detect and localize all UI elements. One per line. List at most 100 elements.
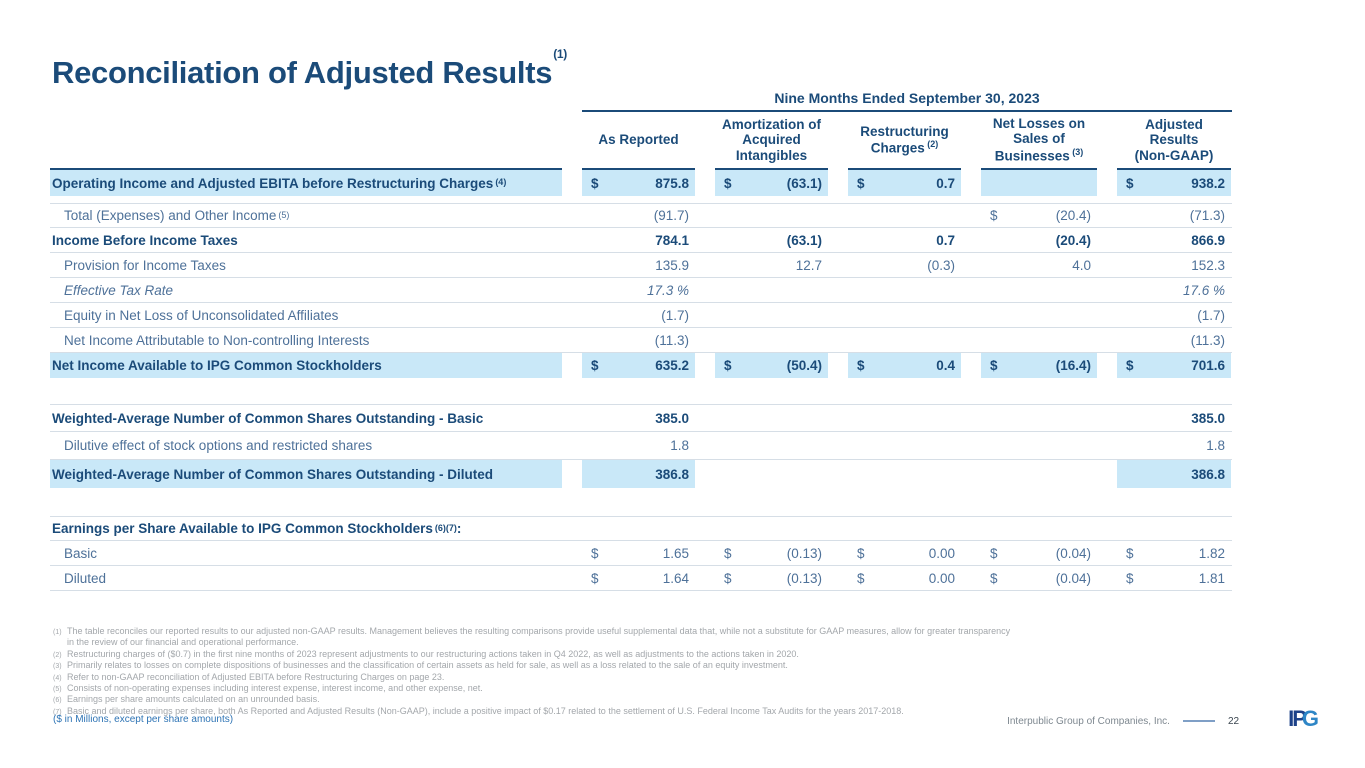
table-row: Weighted-Average Number of Common Shares…	[50, 460, 1232, 488]
value-cell: $0.00	[848, 541, 961, 565]
page-title-text: Reconciliation of Adjusted Results	[52, 55, 553, 90]
value-cell: $ (20.4)	[981, 204, 1097, 227]
footnote-text: Earnings per share amounts calculated on…	[67, 694, 320, 705]
table-row: Earnings per Share Available to IPG Comm…	[50, 516, 1232, 541]
value-cell: $ (63.1)	[715, 168, 828, 196]
row-label: Effective Tax Rate	[64, 282, 174, 298]
value-cell: (1.7)	[1117, 303, 1231, 327]
cell-value: 1.8	[670, 438, 689, 453]
value-cell	[981, 460, 1097, 488]
currency-symbol: $	[857, 175, 865, 191]
value-cell	[848, 517, 961, 540]
value-cell	[582, 517, 695, 540]
column-header: Restructuring Charges (2)	[860, 123, 949, 156]
footer: Interpublic Group of Companies, Inc. 22 …	[1007, 708, 1319, 732]
table-row: Effective Tax Rate 17.3 % 17.6 %	[50, 278, 1232, 303]
row-footnote-marker: (5)	[278, 209, 290, 220]
row-label: Net Income Available to IPG Common Stock…	[50, 353, 562, 378]
table-row: Total (Expenses) and Other Income (5) (91.…	[50, 203, 1232, 228]
currency-symbol: $	[1126, 175, 1134, 191]
reconciliation-table: Nine Months Ended September 30, 2023 As …	[50, 90, 1232, 591]
cell-value: (11.3)	[1190, 332, 1225, 348]
row-label: Basic	[64, 545, 98, 561]
footnotes: (1) The table reconciles our reported res…	[53, 626, 1013, 717]
cell-value: (0.04)	[1055, 545, 1091, 561]
table-row: Equity in Net Loss of Unconsolidated Aff…	[50, 303, 1232, 328]
value-cell: (11.3)	[582, 328, 695, 352]
currency-symbol: $	[857, 545, 865, 561]
value-cell	[848, 460, 961, 488]
footnote-text: Restructuring charges of ($0.7) in the f…	[67, 648, 799, 659]
value-cell	[848, 303, 961, 327]
cell-value: (63.1)	[786, 232, 822, 248]
value-cell: $ (0.13)	[715, 566, 828, 590]
footnote: (1) The table reconciles our reported res…	[53, 626, 1013, 649]
value-cell: $ (0.04)	[981, 566, 1097, 590]
value-cell: $875.8	[582, 168, 695, 196]
value-cell: (1.7)	[582, 303, 695, 327]
value-cell: 866.9	[1117, 228, 1231, 252]
cell-value: 17.6 %	[1182, 282, 1225, 298]
row-label: Weighted-Average Number of Common Shares…	[52, 410, 484, 426]
footnote-marker: (5)	[53, 686, 62, 694]
cell-value: (1.7)	[661, 307, 689, 323]
cell-value: 4.0	[1072, 257, 1091, 273]
cell-value: (0.04)	[1055, 570, 1091, 586]
table-body: Operating Income and Adjusted EBITA befo…	[50, 168, 1232, 591]
row-label: Equity in Net Loss of Unconsolidated Aff…	[64, 307, 339, 323]
cell-value: 386.8	[655, 466, 689, 482]
value-cell: $ (0.13)	[715, 541, 828, 565]
cell-value: 0.7	[936, 175, 955, 191]
cell-value: 938.2	[1191, 175, 1225, 191]
currency-symbol: $	[591, 358, 599, 373]
cell-value: 1.64	[662, 570, 689, 586]
table-row: Weighted-Average Number of Common Shares…	[50, 404, 1232, 432]
currency-symbol: $	[591, 545, 599, 561]
cell-value: (91.7)	[653, 208, 689, 223]
currency-symbol: $	[591, 175, 599, 191]
currency-symbol: $	[1126, 358, 1134, 373]
cell-value: 385.0	[1191, 410, 1225, 426]
value-cell	[848, 432, 961, 459]
value-cell: $0.4	[848, 353, 961, 378]
currency-symbol: $	[990, 570, 998, 586]
table-row: Dilutive effect of stock options and res…	[50, 432, 1232, 460]
value-cell	[848, 204, 961, 227]
row-label: Provision for Income Taxes	[64, 257, 226, 273]
column-footnote-marker: (2)	[924, 139, 939, 150]
footnote-marker: (3)	[53, 663, 62, 671]
footnote-text: Basic and diluted earnings per share, bo…	[67, 705, 904, 716]
column-header-row: As Reported Amortization of Acquired Intang…	[50, 112, 1232, 168]
cell-value: 17.3 %	[646, 282, 689, 298]
value-cell: 135.9	[582, 253, 695, 277]
cell-value: 866.9	[1191, 232, 1225, 248]
value-cell	[715, 460, 828, 488]
value-cell: $0.7	[848, 168, 961, 196]
currency-symbol: $	[1126, 570, 1134, 586]
cell-value: 0.00	[928, 570, 955, 586]
ipg-logo-ip: IP	[1288, 706, 1307, 731]
value-cell: 1.8	[582, 432, 695, 459]
value-cell	[715, 303, 828, 327]
value-cell: 1.8	[1117, 432, 1231, 459]
footnote: (3) Primarily relates to losses on comple…	[53, 660, 1013, 671]
cell-value: 385.0	[655, 410, 689, 426]
footer-divider	[1182, 720, 1215, 722]
footnote: (7) Basic and diluted earnings per share,…	[53, 706, 1013, 717]
value-cell: 0.7	[848, 228, 961, 252]
footnote-marker: (1)	[53, 629, 62, 636]
title-footnote-marker: (1)	[553, 46, 567, 61]
value-cell: $0.00	[848, 566, 961, 590]
currency-symbol: $	[724, 175, 732, 191]
cell-value: (0.13)	[786, 570, 822, 586]
value-cell	[715, 517, 828, 540]
column-header: Net Losses on Sales of Businesses (3)	[992, 115, 1086, 164]
value-cell: $938.2	[1117, 168, 1231, 196]
page-title: Reconciliation of Adjusted Results(1)	[52, 47, 567, 91]
currency-symbol: $	[990, 545, 998, 561]
footnote: (6) Earnings per share amounts calculated…	[53, 694, 1013, 705]
cell-value: 875.8	[655, 175, 689, 191]
cell-value: (20.4)	[1055, 208, 1091, 223]
value-cell	[981, 517, 1097, 540]
